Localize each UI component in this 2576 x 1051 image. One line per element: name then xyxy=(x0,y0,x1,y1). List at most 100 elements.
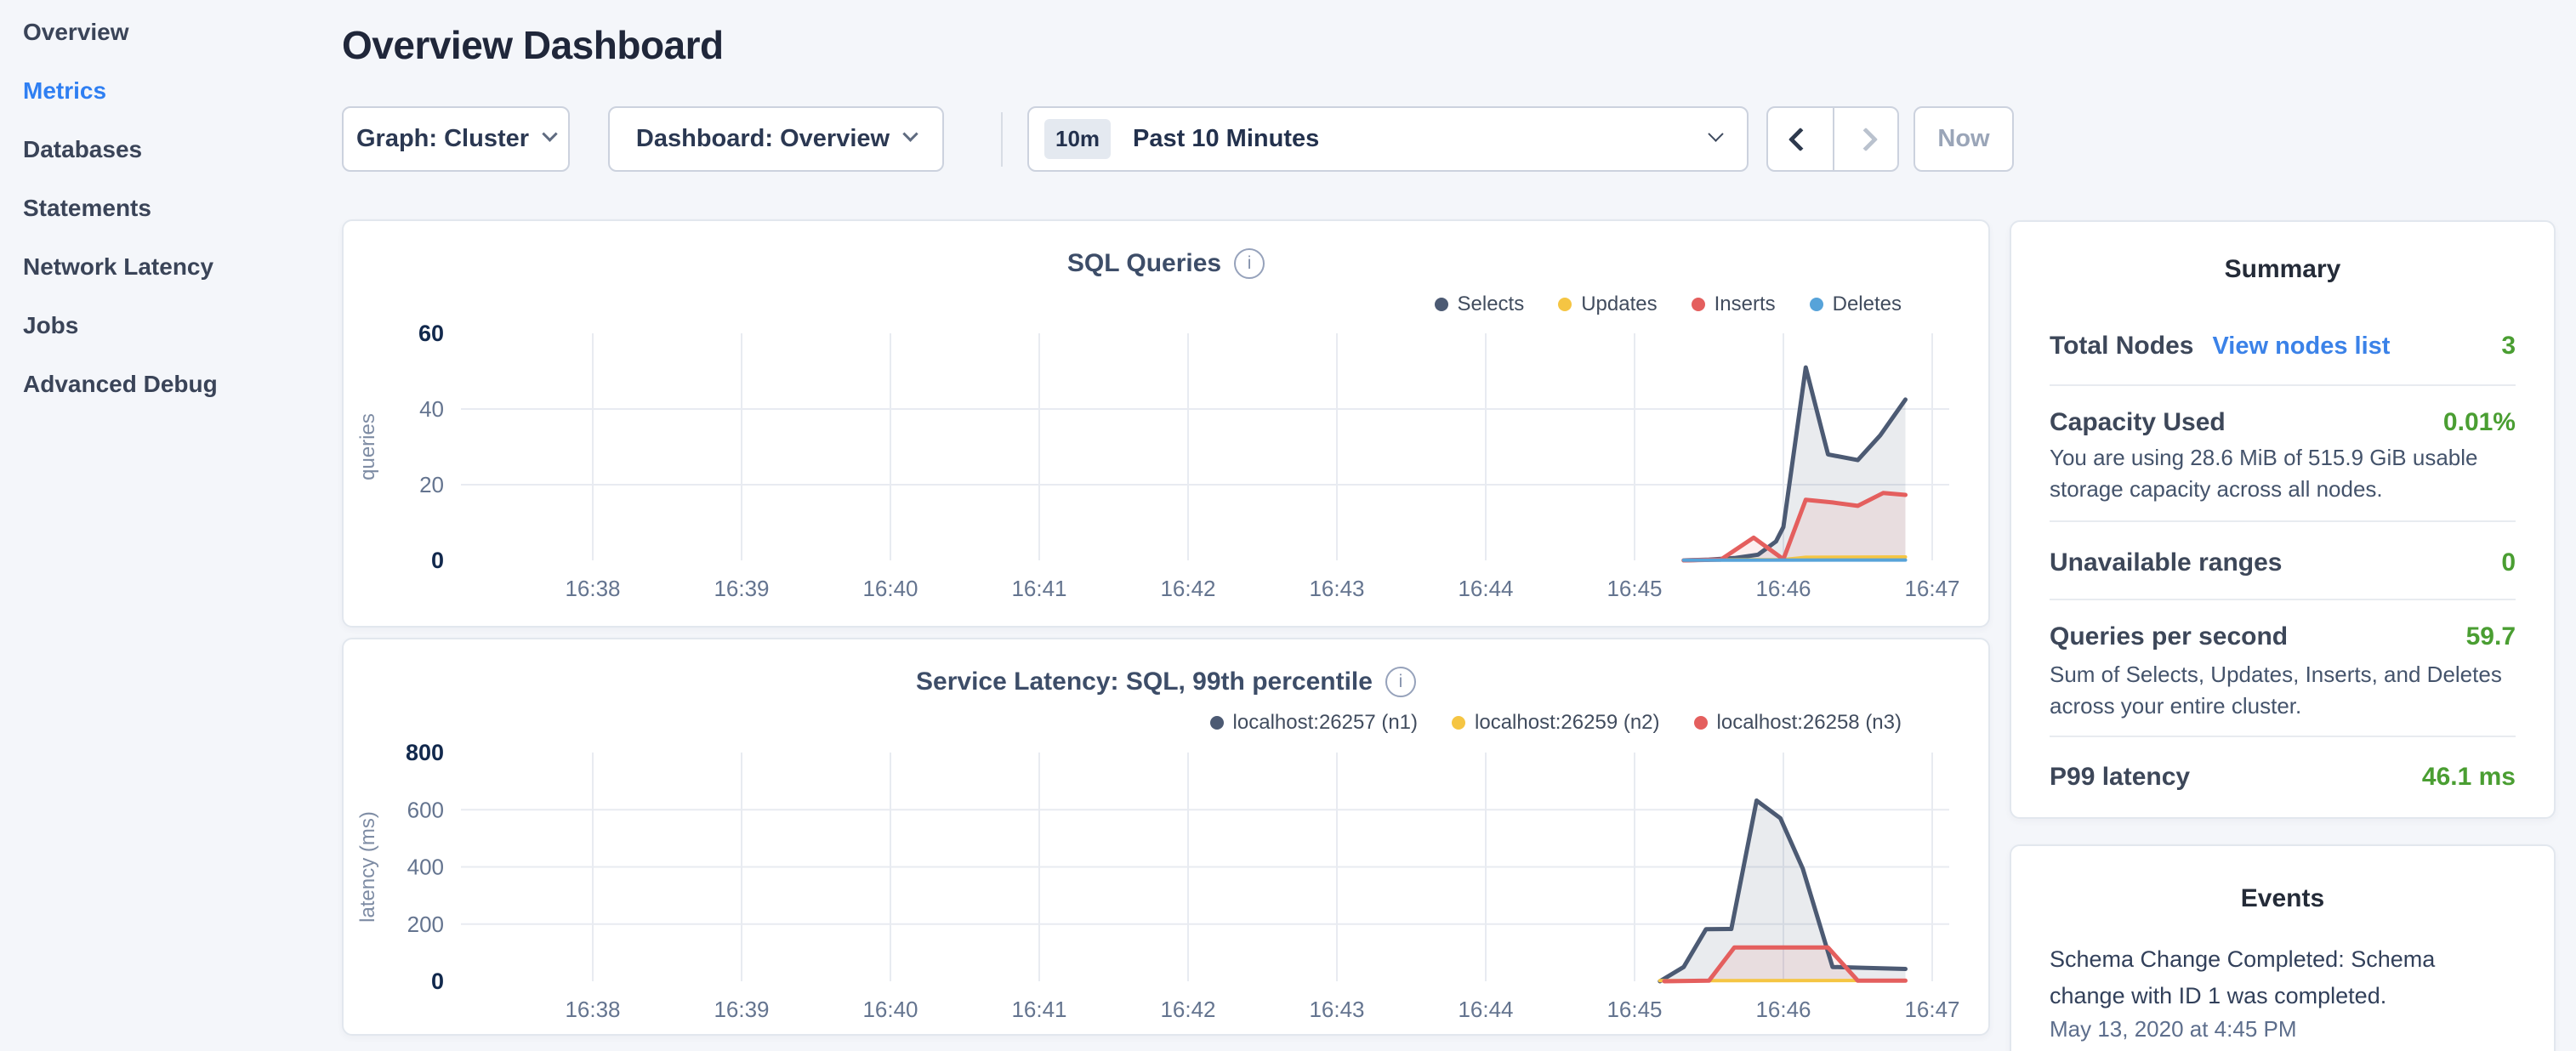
sql-queries-chart-card: 16:3816:3916:4016:4116:4216:4316:4416:45… xyxy=(342,219,1990,628)
legend-dot xyxy=(1435,298,1448,311)
chevron-down-icon xyxy=(902,126,918,141)
legend-item-updates: Updates xyxy=(1558,293,1657,316)
chart-header: SQL Queries i xyxy=(344,248,1988,279)
summary-row-p99-latency: P99 latency46.1 ms xyxy=(2050,763,2516,792)
events-title: Events xyxy=(2011,884,2554,913)
legend-label: localhost:26258 (n3) xyxy=(1717,711,1902,735)
svg-text:800: 800 xyxy=(406,740,444,765)
legend-dot xyxy=(1810,298,1823,311)
svg-text:0: 0 xyxy=(431,548,444,573)
summary-row-unavailable-ranges: Unavailable ranges0 xyxy=(2050,548,2516,577)
sidebar-item-overview[interactable]: Overview xyxy=(23,19,129,46)
chevron-down-icon xyxy=(1708,126,1723,141)
svg-text:16:41: 16:41 xyxy=(1011,576,1066,601)
now-button[interactable]: Now xyxy=(1914,106,2014,172)
info-icon[interactable]: i xyxy=(1385,667,1416,697)
summary-description: You are using 28.6 MiB of 515.9 GiB usab… xyxy=(2050,442,2516,505)
svg-text:16:43: 16:43 xyxy=(1309,997,1364,1022)
service-latency-chart[interactable]: 16:38 16:39 16:40 16:41 16:42 16:43 16:44 16:45… xyxy=(344,639,1992,1037)
sidebar-item-advanced-debug[interactable]: Advanced Debug xyxy=(23,371,218,398)
svg-text:16:42: 16:42 xyxy=(1160,997,1215,1022)
summary-row-total-nodes: Total NodesView nodes list3 xyxy=(2050,332,2516,361)
sidebar-item-network-latency[interactable]: Network Latency xyxy=(23,253,213,281)
sidebar-item-databases[interactable]: Databases xyxy=(23,136,142,163)
time-back-button[interactable] xyxy=(1768,108,1833,170)
summary-label: Queries per second xyxy=(2050,622,2288,651)
legend-label: Deletes xyxy=(1833,293,1902,316)
legend-dot xyxy=(1694,716,1708,730)
legend-item-selects: Selects xyxy=(1435,293,1525,316)
page-title: Overview Dashboard xyxy=(342,22,724,68)
legend-item-deletes: Deletes xyxy=(1810,293,1902,316)
legend-item-localhost-26257-n1: localhost:26257 (n1) xyxy=(1210,711,1418,735)
svg-text:latency (ms): latency (ms) xyxy=(356,811,379,923)
svg-text:16:40: 16:40 xyxy=(862,576,918,601)
dashboard-dropdown-label: Dashboard: Overview xyxy=(636,125,890,153)
summary-divider xyxy=(2050,736,2516,737)
dashboard-dropdown[interactable]: Dashboard: Overview xyxy=(608,106,944,172)
svg-text:queries: queries xyxy=(356,413,379,480)
svg-text:200: 200 xyxy=(407,912,444,937)
legend-label: localhost:26257 (n1) xyxy=(1233,711,1418,735)
summary-divider xyxy=(2050,599,2516,600)
chart-legend: localhost:26257 (n1)localhost:26259 (n2)… xyxy=(1210,711,1902,735)
svg-text:16:39: 16:39 xyxy=(714,997,769,1022)
summary-description: Sum of Selects, Updates, Inserts, and De… xyxy=(2050,659,2516,722)
svg-text:16:46: 16:46 xyxy=(1755,576,1811,601)
info-icon[interactable]: i xyxy=(1234,248,1265,279)
event-timestamp: May 13, 2020 at 4:45 PM xyxy=(2050,1016,2516,1042)
svg-text:16:43: 16:43 xyxy=(1309,576,1364,601)
svg-text:16:38: 16:38 xyxy=(565,997,620,1022)
svg-text:600: 600 xyxy=(407,797,444,822)
legend-label: Updates xyxy=(1581,293,1657,316)
chevron-down-icon xyxy=(542,126,557,141)
summary-value: 59.7 xyxy=(2466,622,2516,651)
chart-title: Service Latency: SQL, 99th percentile xyxy=(916,668,1373,696)
chart-title: SQL Queries xyxy=(1067,249,1221,278)
chevron-left-icon xyxy=(1788,127,1812,151)
sidebar-item-metrics[interactable]: Metrics xyxy=(23,77,106,105)
svg-text:16:44: 16:44 xyxy=(1458,576,1513,601)
summary-divider xyxy=(2050,520,2516,522)
time-range-picker[interactable]: 10m Past 10 Minutes xyxy=(1027,106,1749,172)
summary-value: 3 xyxy=(2501,332,2516,361)
svg-text:0: 0 xyxy=(431,969,444,994)
service-latency-chart-card: 16:38 16:39 16:40 16:41 16:42 16:43 16:44 16:45… xyxy=(342,638,1990,1036)
graph-dropdown[interactable]: Graph: Cluster xyxy=(342,106,570,172)
summary-divider xyxy=(2050,384,2516,386)
sidebar: Overview Metrics Databases Statements Networ… xyxy=(0,0,342,1051)
now-button-label: Now xyxy=(1937,125,1989,153)
legend-dot xyxy=(1558,298,1572,311)
time-range-label: Past 10 Minutes xyxy=(1133,125,1695,153)
sql-queries-chart[interactable]: 16:3816:3916:4016:4116:4216:4316:4416:45… xyxy=(344,221,1992,629)
toolbar-divider xyxy=(1001,112,1003,167)
svg-text:16:44: 16:44 xyxy=(1458,997,1513,1022)
summary-label: Capacity Used xyxy=(2050,408,2226,437)
chart-legend: Selects Updates Inserts Deletes xyxy=(1435,293,1902,316)
chart-header: Service Latency: SQL, 99th percentile i xyxy=(344,667,1988,697)
svg-text:16:38: 16:38 xyxy=(565,576,620,601)
svg-text:400: 400 xyxy=(407,855,444,880)
time-range-badge: 10m xyxy=(1044,119,1111,159)
svg-text:16:41: 16:41 xyxy=(1011,997,1066,1022)
summary-value: 0.01% xyxy=(2443,408,2516,437)
svg-text:60: 60 xyxy=(418,321,444,346)
svg-text:16:45: 16:45 xyxy=(1606,997,1662,1022)
time-step-group xyxy=(1766,106,1899,172)
view-nodes-list-link[interactable]: View nodes list xyxy=(2212,332,2390,361)
legend-item-inserts: Inserts xyxy=(1692,293,1776,316)
chevron-right-icon xyxy=(1854,127,1878,151)
summary-value: 46.1 ms xyxy=(2422,763,2516,792)
events-panel: Events Schema Change Completed: Schema c… xyxy=(2010,844,2556,1051)
svg-text:16:39: 16:39 xyxy=(714,576,769,601)
legend-label: Inserts xyxy=(1714,293,1776,316)
svg-text:16:40: 16:40 xyxy=(862,997,918,1022)
summary-value: 0 xyxy=(2501,548,2516,577)
svg-text:16:47: 16:47 xyxy=(1904,997,1959,1022)
svg-text:16:46: 16:46 xyxy=(1755,997,1811,1022)
legend-dot xyxy=(1452,716,1465,730)
time-forward-button[interactable] xyxy=(1833,108,1897,170)
sidebar-item-statements[interactable]: Statements xyxy=(23,195,151,222)
sidebar-item-jobs[interactable]: Jobs xyxy=(23,312,78,339)
summary-panel: Summary Total NodesView nodes list3Capac… xyxy=(2010,220,2556,819)
